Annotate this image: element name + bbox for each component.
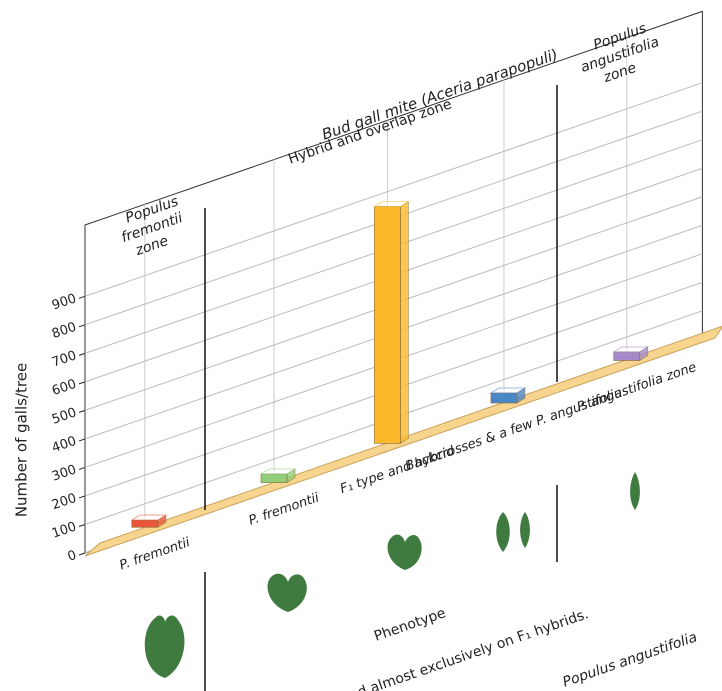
bar <box>374 206 401 444</box>
bar <box>131 519 159 528</box>
y-tick-label: 900 <box>50 291 78 313</box>
bar-top <box>259 468 297 475</box>
tick-mark <box>78 409 86 413</box>
y-tick-label: 600 <box>50 377 78 399</box>
grid-line <box>84 82 703 297</box>
leaf <box>630 472 640 510</box>
y-tick-label: 700 <box>50 348 78 370</box>
tick-mark <box>78 352 86 356</box>
y-tick-label: 800 <box>50 320 78 342</box>
tick-mark <box>78 495 86 499</box>
y-axis-label: Number of galls/tree <box>13 363 31 517</box>
tick-mark <box>78 466 86 470</box>
bar-top <box>612 346 650 353</box>
y-tick-label: 100 <box>50 519 78 541</box>
bar <box>613 351 641 361</box>
bar <box>490 392 518 404</box>
leaf <box>387 534 422 570</box>
tick-mark <box>78 295 86 299</box>
leaf <box>267 573 307 612</box>
tick-mark <box>78 324 86 328</box>
zone-dividers <box>204 85 558 691</box>
tick-mark <box>78 381 86 385</box>
tick-mark <box>78 552 86 556</box>
leaf <box>496 512 510 552</box>
y-tick-label: 400 <box>50 434 78 456</box>
y-tick-label: 200 <box>50 491 78 513</box>
leaves <box>144 472 640 678</box>
tick-mark <box>78 524 86 527</box>
bar-top <box>489 387 527 394</box>
y-tick-label: 500 <box>50 405 78 427</box>
bar-top <box>372 201 411 208</box>
bar-top <box>130 514 168 521</box>
bar-side <box>400 201 409 444</box>
phenotype-label: Phenotype <box>372 605 448 645</box>
y-tick-label: 300 <box>50 462 78 484</box>
tick-mark <box>78 438 86 442</box>
bottom-zone-label: Populus angustifolia <box>561 629 699 690</box>
leaf <box>520 512 530 548</box>
y-tick-label: 0 <box>66 548 79 565</box>
leaf <box>144 615 185 678</box>
bar <box>260 473 288 483</box>
